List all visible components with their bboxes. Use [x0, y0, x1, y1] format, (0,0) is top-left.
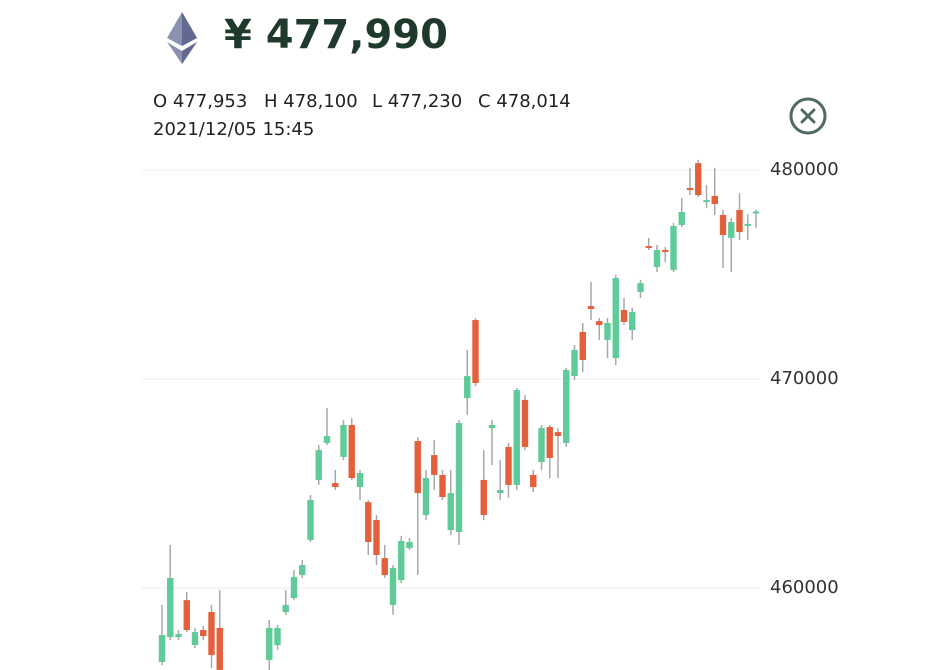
candle-body — [637, 283, 644, 293]
candle-body — [744, 223, 751, 227]
y-tick-label: 480000 — [770, 159, 839, 180]
candle-body — [340, 424, 347, 457]
candle-body — [596, 321, 603, 326]
plot: 460000 470000 480000 — [142, 159, 839, 670]
candle-body — [323, 436, 331, 443]
candle-body — [612, 278, 619, 359]
candle-body — [191, 632, 199, 646]
candle-body — [200, 630, 207, 637]
candle-body — [389, 567, 397, 605]
candle-body — [447, 493, 454, 531]
candle-body — [365, 502, 372, 543]
candle-body — [728, 222, 735, 238]
candle-body — [521, 399, 529, 447]
y-tick-label: 460000 — [770, 577, 839, 598]
candle-body — [299, 565, 306, 576]
candle-body — [381, 558, 388, 576]
candle-body — [538, 428, 545, 462]
candle-body — [414, 441, 421, 494]
candle-body — [422, 478, 430, 516]
candle-body — [554, 432, 562, 437]
candle-body — [274, 627, 281, 646]
candle-body — [604, 322, 611, 340]
candle-body — [645, 246, 652, 249]
candle-body — [282, 604, 289, 613]
close-label: C 478,014 — [478, 91, 571, 112]
low-label: L 477,230 — [372, 91, 462, 112]
candle-body — [752, 211, 760, 214]
candle-body — [571, 349, 578, 377]
candle-body — [711, 195, 718, 205]
candle-body — [480, 479, 487, 516]
candle-body — [505, 446, 512, 485]
high-label: H 478,100 — [264, 91, 358, 112]
candle-body — [662, 250, 669, 253]
candle-body — [513, 390, 520, 485]
candle-body — [464, 376, 471, 399]
candle-body — [208, 612, 215, 656]
candle-body — [183, 600, 190, 631]
candle-body — [398, 540, 405, 581]
candle-body — [629, 311, 636, 331]
candle-body — [678, 212, 685, 225]
candle-body — [695, 163, 702, 196]
candle-body — [373, 520, 380, 555]
candle-body — [158, 635, 166, 662]
candle-body — [406, 542, 413, 549]
candle-body — [315, 450, 322, 480]
candle-body — [620, 310, 628, 322]
candle-body — [719, 214, 727, 235]
candle-body — [546, 427, 553, 459]
candle-body — [431, 455, 438, 475]
candle-body — [587, 306, 595, 309]
candle-body — [439, 474, 446, 498]
candle-body — [216, 627, 223, 670]
candle-body — [530, 474, 537, 488]
candle-body — [563, 370, 570, 443]
candle-body — [455, 423, 463, 532]
candle-body — [356, 473, 364, 488]
candle-body — [307, 500, 314, 540]
candle-body — [653, 250, 661, 267]
candle-body — [736, 209, 743, 233]
eth-icon — [167, 12, 197, 64]
y-tick-label: 470000 — [770, 368, 839, 389]
candle-body — [290, 576, 298, 599]
close-button[interactable] — [789, 97, 827, 135]
candle-body — [670, 226, 677, 270]
candle-body — [703, 200, 710, 203]
datetime: 2021/12/05 15:45 — [153, 119, 314, 140]
candle-body — [348, 424, 355, 479]
candle-body — [266, 627, 273, 661]
candle-body — [579, 331, 586, 360]
candle-body — [175, 633, 182, 638]
candle-body — [488, 424, 496, 429]
candle-body — [332, 483, 339, 488]
price: ¥ 477,990 — [224, 12, 448, 58]
open-label: O 477,953 — [153, 91, 247, 112]
candle-body — [167, 577, 174, 638]
candle-body — [497, 489, 504, 494]
candle-body — [472, 320, 479, 383]
candle-body — [686, 187, 694, 191]
